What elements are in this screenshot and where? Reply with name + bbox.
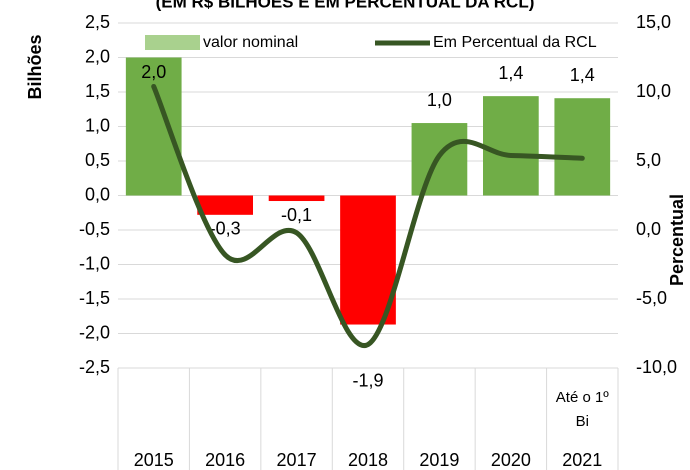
y2-tick-label: -5,0 [636,288,667,308]
annotation: Bi [576,413,589,430]
y-tick-label: 0,0 [85,184,110,204]
y-tick-label: 1,5 [85,81,110,101]
legend-label: valor nominal [203,34,298,51]
legend-swatch [145,35,200,50]
data-label: -1,9 [352,370,383,390]
bar [125,57,182,196]
y2-axis-title: Percentual [667,194,687,286]
x-tick-label: 2017 [277,450,317,470]
legend-label: Em Percentual da RCL [433,34,597,51]
y-tick-label: 0,5 [85,150,110,170]
x-tick-label: 2019 [419,450,459,470]
x-tick-label: 2018 [348,450,388,470]
x-tick-label: 2016 [205,450,245,470]
y2-tick-label: 5,0 [636,150,661,170]
data-label: -0,1 [281,205,312,225]
data-label: 1,4 [498,63,523,83]
data-label: 1,0 [427,90,452,110]
bar [197,195,253,215]
data-label: -0,3 [210,219,241,239]
chart-title: (EM R$ BILHÕES E EM PERCENTUAL DA RCL) [156,0,535,11]
bar [268,195,325,202]
data-label: 2,0 [141,62,166,82]
data-label: 1,4 [570,65,595,85]
y-tick-label: -1,5 [79,288,110,308]
y-axis-title: Bilhões [25,34,45,99]
y-tick-label: -2,5 [79,357,110,377]
y-tick-label: -0,5 [79,219,110,239]
y-tick-label: 2,5 [85,12,110,32]
bar [340,195,396,325]
y2-tick-label: -10,0 [636,357,677,377]
x-tick-label: 2021 [562,450,602,470]
y-tick-label: 2,0 [85,46,110,66]
y-tick-label: 1,0 [85,115,110,135]
annotation: Até o 1º [556,389,610,406]
line [151,83,585,348]
bar [554,98,611,196]
y2-tick-label: 15,0 [636,12,671,32]
x-tick-label: 2020 [491,450,531,470]
y2-tick-label: 10,0 [636,81,671,101]
y2-tick-label: 0,0 [636,219,661,239]
y-tick-label: -1,0 [79,253,110,273]
y-tick-label: -2,0 [79,322,110,342]
bar [483,96,539,196]
x-tick-label: 2015 [134,450,174,470]
